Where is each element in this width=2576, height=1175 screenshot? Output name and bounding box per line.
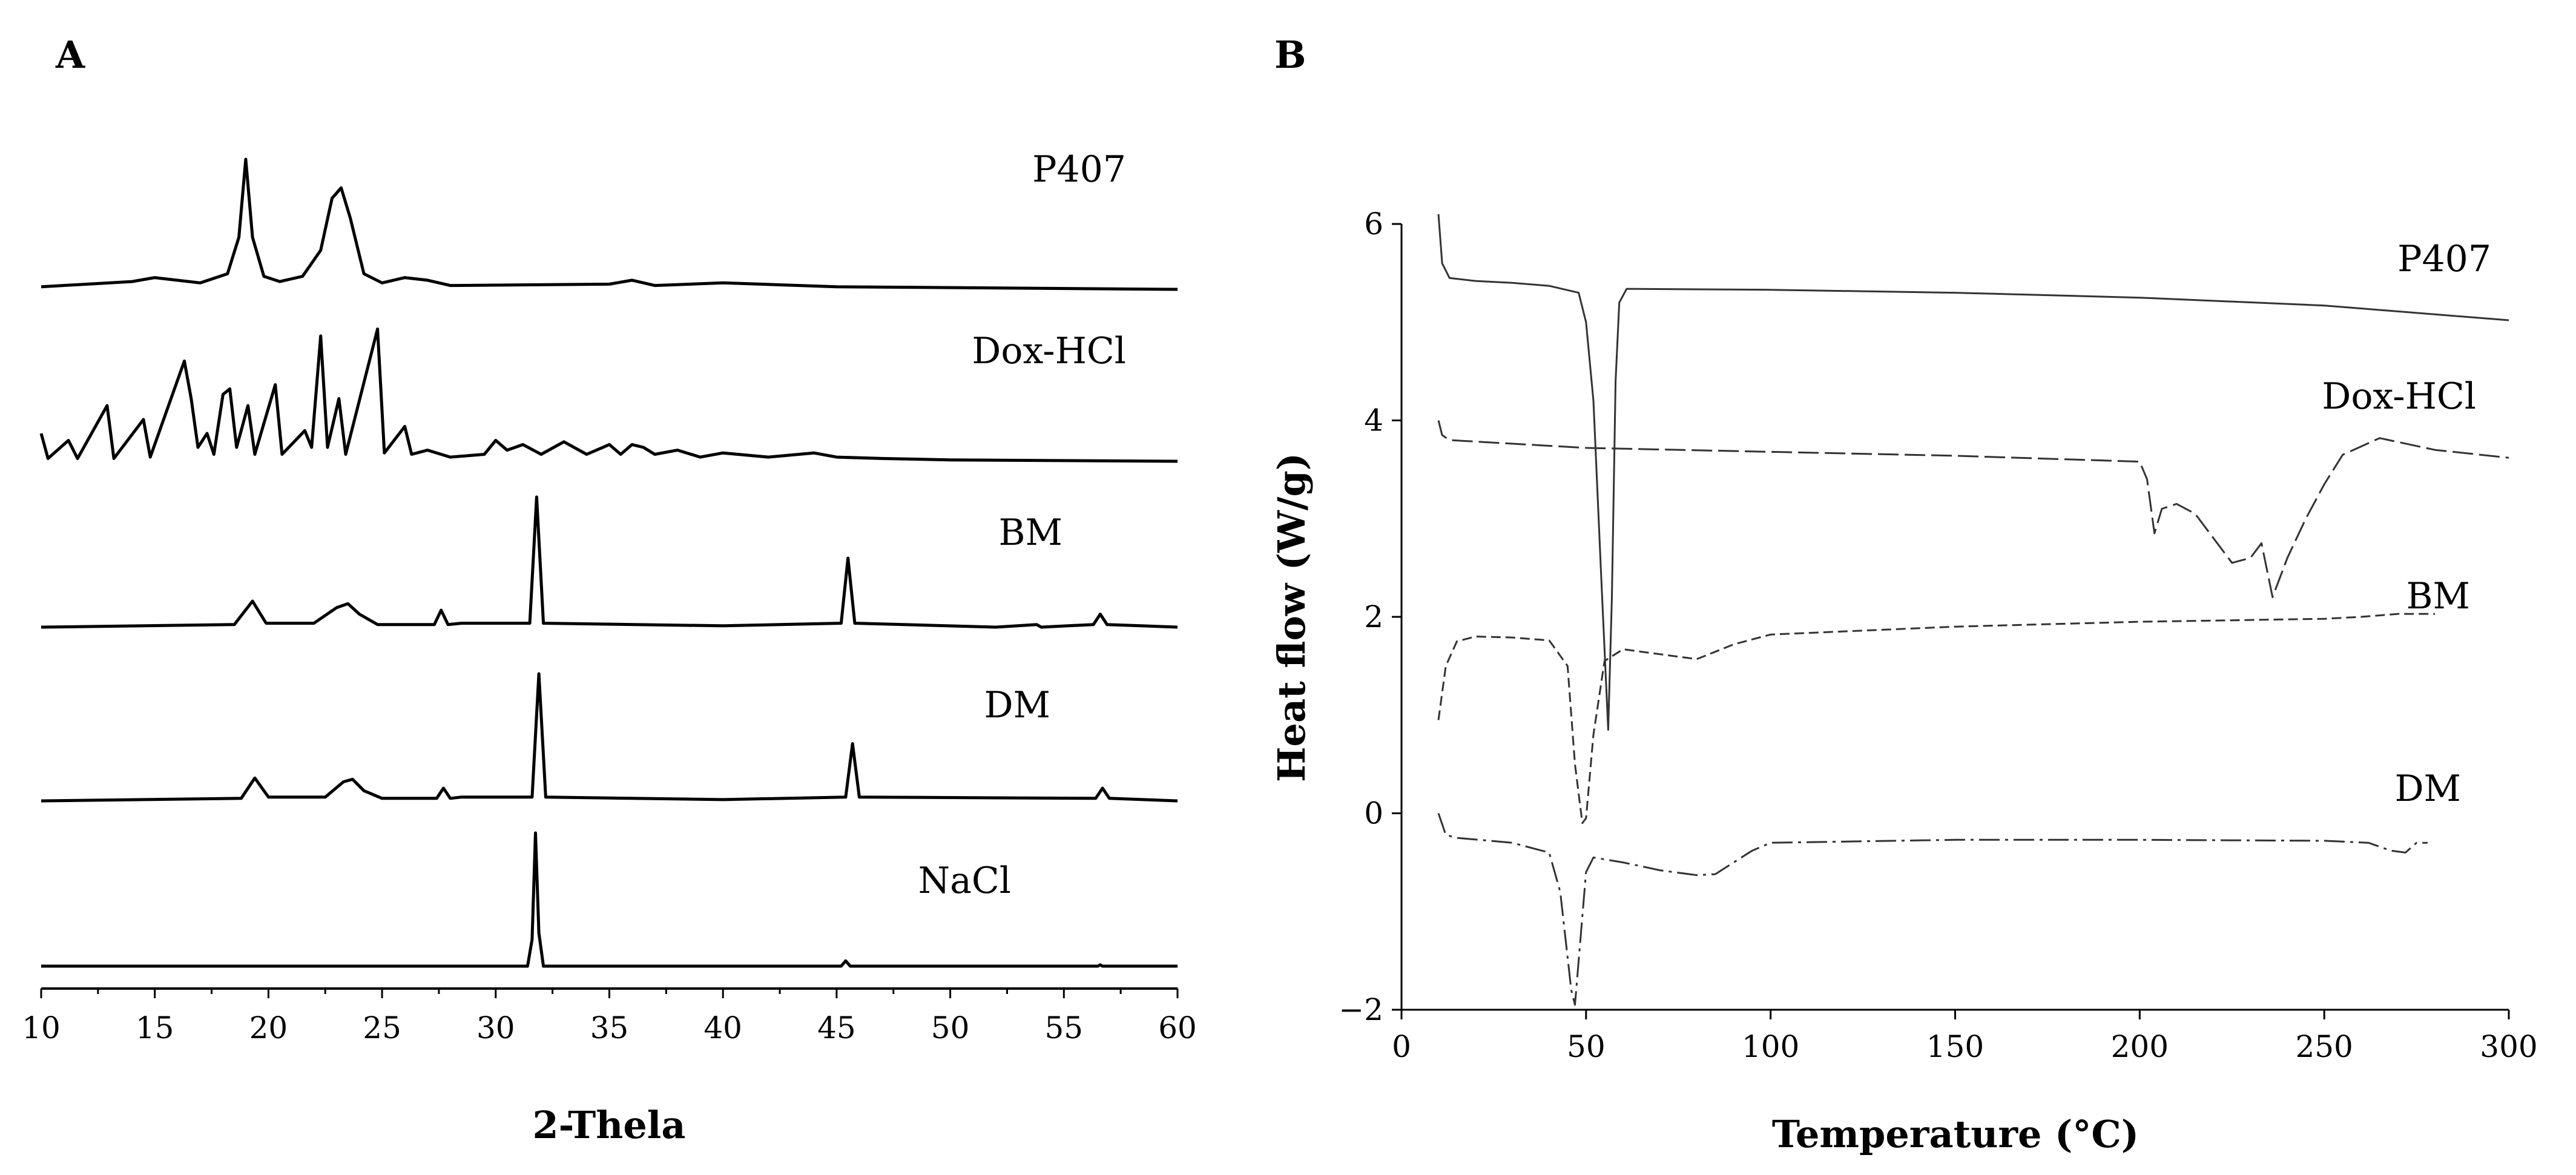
panel-b: B 0 50 100 150 200 250 300 −2 0 2 4 6 P407 Dox-HCl BM… [1270,33,2538,1156]
panel-b-ticks: 0 50 100 150 200 250 300 −2 0 2 4 6 [1339,206,2537,1064]
panel-b-y-axis-title: Heat flow (W/g) [1270,453,1314,782]
panel-a-series-label: NaCl [918,860,1011,902]
panel-a: A 10 15 20 25 30 35 40 45 50 55 60 P407 Dox-HCl BM DM… [22,33,1197,1147]
panel-b-x-tick-label: 50 [1567,1029,1606,1064]
panel-b-y-tick-label: −2 [1339,992,1383,1027]
panel-a-traces [39,157,1178,968]
panel-a-x-tick-label: 35 [590,1010,629,1045]
panel-a-x-tick-label: 20 [249,1010,288,1045]
panel-b-x-tick-label: 200 [2111,1029,2169,1064]
panel-b-trace-dox-hcl [1437,420,2509,598]
panel-a-x-tick-label: 40 [703,1010,742,1045]
panel-b-x-tick-label: 0 [1392,1029,1411,1064]
panel-b-traces [1437,214,2509,1006]
panel-a-series-label: DM [984,684,1050,726]
panel-a-trace-nacl [41,831,1178,968]
panel-a-trace-bm [41,495,1178,629]
panel-a-series-label: BM [998,512,1062,554]
panel-b-x-tick-label: 150 [1926,1029,1984,1064]
panel-b-series-label: Dox-HCl [2322,375,2476,418]
panel-a-x-axis-title: 2-Thela [533,1103,686,1147]
panel-a-x-tick-label: 45 [817,1010,856,1045]
panel-a-x-tick-label: 60 [1158,1010,1197,1045]
panel-b-series-labels: P407 Dox-HCl BM DM [2322,238,2491,810]
panel-b-trace-bm [1437,613,2436,824]
panel-a-trace-dox-hcl [39,327,1178,463]
panel-b-trace-dm [1437,813,2428,1006]
panel-b-series-label: DM [2394,768,2461,810]
panel-a-trace-p407 [41,157,1178,291]
panel-a-series-labels: P407 Dox-HCl BM DM NaCl [918,148,1126,902]
panel-b-x-tick-label: 100 [1742,1029,1799,1064]
panel-a-x-tick-label: 10 [22,1010,61,1045]
panel-a-x-tick-label: 25 [363,1010,401,1045]
panel-a-x-tick-label: 15 [136,1010,174,1045]
panel-b-x-tick-label: 300 [2480,1029,2537,1064]
panel-b-label: B [1274,33,1306,77]
panel-a-x-tick-label: 30 [476,1010,515,1045]
panel-a-x-tick-label: 55 [1044,1010,1083,1045]
panel-b-y-tick-label: 2 [1364,599,1383,634]
panel-a-label: A [55,33,85,77]
panel-b-y-tick-label: 0 [1364,796,1383,831]
panel-a-x-tick-label: 50 [931,1010,970,1045]
panel-b-x-tick-label: 250 [2295,1029,2353,1064]
panel-a-series-label: P407 [1032,148,1126,191]
panel-b-y-tick-label: 6 [1364,206,1383,242]
panel-b-y-tick-label: 4 [1364,403,1383,438]
panel-b-x-axis-title: Temperature (°C) [1772,1112,2139,1156]
panel-b-series-label: BM [2406,575,2470,617]
panel-a-trace-dm [41,672,1178,803]
panel-a-series-label: Dox-HCl [972,330,1126,372]
panel-a-ticks: 10 15 20 25 30 35 40 45 50 55 60 [22,989,1197,1045]
panel-b-series-label: P407 [2397,238,2491,280]
panel-b-trace-p407 [1437,214,2509,731]
